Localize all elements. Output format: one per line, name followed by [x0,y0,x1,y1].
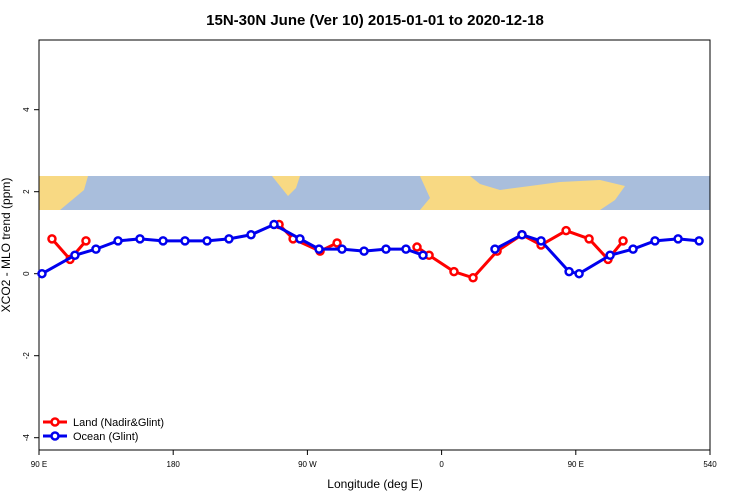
point [202,236,212,246]
x-tick-label: 540 [703,460,717,469]
y-tick-label: 4 [22,107,31,112]
point [536,236,546,246]
point [574,268,584,279]
point [314,244,324,254]
map-band [39,176,710,210]
point [673,234,683,244]
plot-frame [38,39,711,451]
point [180,236,190,246]
legend-label: Land (Nadir&Glint) [73,417,164,429]
legend-label: Ocean (Glint) [73,431,138,443]
point [381,244,391,254]
point [490,244,500,254]
y-tick-label: -2 [22,352,31,360]
x-tick-label: 90 E [568,460,584,469]
x-tick-label: 0 [439,460,444,469]
x-tick-label: 180 [167,460,181,469]
y-tick-label: -4 [22,434,31,442]
point [561,225,571,236]
point [135,234,145,244]
chart-title: 15N-30N June (Ver 10) 2015-01-01 to 2020… [206,12,544,29]
point [468,273,478,283]
point [47,234,57,244]
point [37,268,47,279]
point [70,250,80,260]
point [337,244,347,254]
x-tick-label: 90 W [298,460,317,469]
x-axis-label: Longitude (deg E) [327,477,422,491]
x-tick-label: 90 E [31,460,47,469]
point [449,266,459,277]
point [650,236,660,246]
point [269,219,279,230]
point [359,246,369,256]
point [158,236,168,246]
point [628,244,638,254]
legend-marker [50,417,60,427]
point [694,236,704,246]
point [412,242,422,252]
point [401,244,411,254]
y-tick-label: 0 [22,271,31,276]
point [517,230,527,240]
series-line [50,223,625,280]
point [81,236,91,246]
point [224,234,234,244]
point [584,234,594,244]
point [295,234,305,244]
y-axis-label: XCO2 - MLO trend (ppm) [0,178,13,313]
point [564,266,574,277]
legend-marker [50,431,60,441]
point [605,250,615,260]
point [246,230,256,240]
y-tick-label: 2 [22,189,31,194]
point [418,250,428,260]
point [618,236,628,246]
point [113,236,123,246]
point [91,244,101,254]
point [332,238,342,248]
